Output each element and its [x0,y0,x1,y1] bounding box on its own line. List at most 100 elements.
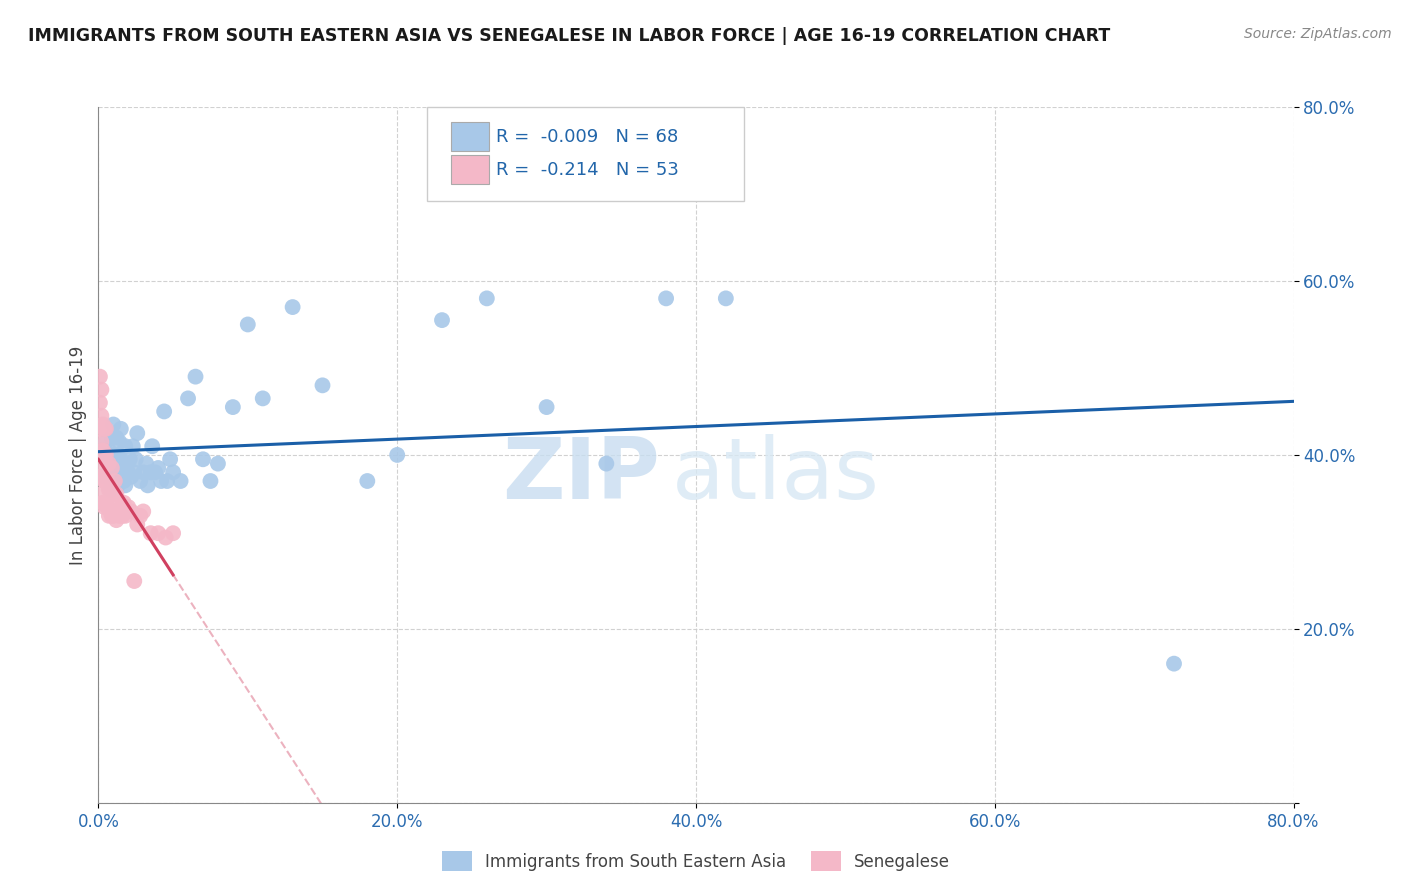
Point [110,500,132,514]
Point [105,513,128,527]
Point [148,526,170,541]
Point [107,448,129,462]
Point [169,474,191,488]
Point [98,504,122,518]
Point [107,478,129,492]
Point [252,392,274,406]
FancyBboxPatch shape [427,107,744,201]
Point [385,448,409,462]
Point [114,508,136,523]
Point [177,392,200,406]
Point [101,461,124,475]
Point [90,383,112,397]
Point [97,508,120,523]
Point [191,452,214,467]
Point [153,404,176,418]
Point [94,422,117,436]
Point [105,487,128,501]
Point [110,422,132,436]
FancyBboxPatch shape [451,155,489,185]
Point [125,452,148,467]
Point [89,369,111,384]
Point [98,457,122,471]
Text: ZIP: ZIP [502,434,661,517]
Point [93,474,115,488]
Point [94,469,117,483]
Point [90,487,112,501]
Point [148,461,170,475]
Point [150,474,173,488]
Point [135,457,157,471]
Point [117,500,139,514]
Point [141,439,163,453]
Point [108,434,131,449]
Point [90,434,112,449]
Point [115,457,138,471]
Point [1163,657,1185,671]
Point [595,457,617,471]
Point [93,422,115,436]
Point [108,508,131,523]
Point [94,474,117,488]
Point [104,500,127,514]
Point [155,531,177,545]
Point [107,504,129,518]
Point [94,434,117,449]
Point [129,474,152,488]
Point [93,448,115,462]
Point [110,474,132,488]
Point [93,500,115,514]
Point [91,496,114,510]
Point [356,474,378,488]
Text: R =  -0.009   N = 68: R = -0.009 N = 68 [496,128,679,146]
Point [281,300,304,314]
Point [159,452,181,467]
Point [110,452,132,467]
Point [97,443,120,458]
Point [120,504,142,518]
Point [101,487,124,501]
Point [655,291,678,305]
Text: IMMIGRANTS FROM SOUTH EASTERN ASIA VS SENEGALESE IN LABOR FORCE | AGE 16-19 CORR: IMMIGRANTS FROM SOUTH EASTERN ASIA VS SE… [28,27,1111,45]
Point [103,508,125,523]
Point [89,469,111,483]
Point [108,466,131,480]
Point [89,448,111,462]
Point [98,483,122,497]
Point [101,431,124,445]
Point [156,474,179,488]
Point [112,496,135,510]
Point [94,496,117,510]
Point [97,457,120,471]
Point [184,369,207,384]
Y-axis label: In Labor Force | Age 16-19: In Labor Force | Age 16-19 [69,345,87,565]
FancyBboxPatch shape [451,121,489,151]
Point [104,474,127,488]
Point [104,452,127,467]
Point [114,478,136,492]
Legend: Immigrants from South Eastern Asia, Senegalese: Immigrants from South Eastern Asia, Sene… [434,845,957,878]
Point [236,318,259,332]
Point [117,466,139,480]
Point [105,469,128,483]
Point [714,291,737,305]
Point [136,478,159,492]
Point [207,457,229,471]
Point [90,409,112,423]
Point [97,483,120,497]
Point [127,426,149,441]
Point [103,466,125,480]
Point [311,378,333,392]
Point [162,466,184,480]
Point [97,466,120,480]
Point [120,469,142,483]
Point [200,474,222,488]
Point [94,448,117,462]
Point [121,439,143,453]
Point [103,417,125,432]
Point [222,400,245,414]
Point [101,474,124,488]
Point [111,508,134,523]
Point [103,448,125,462]
Point [91,443,114,458]
